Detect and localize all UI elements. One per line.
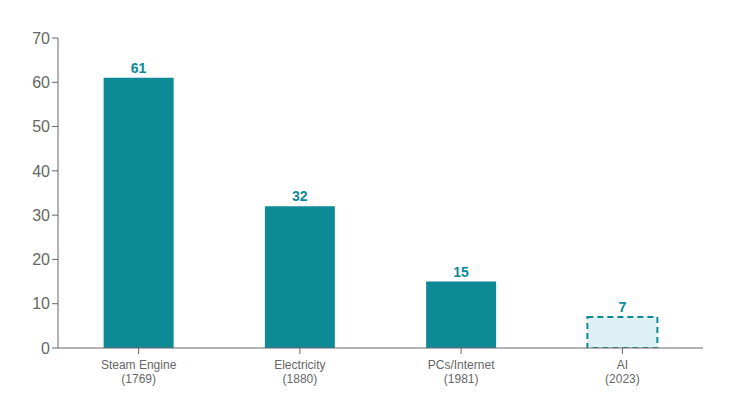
svg-text:Steam Engine(1769): Steam Engine(1769) bbox=[101, 358, 177, 386]
svg-text:7: 7 bbox=[618, 299, 626, 315]
svg-text:30: 30 bbox=[32, 207, 50, 224]
svg-text:Electricity(1880): Electricity(1880) bbox=[274, 358, 325, 386]
svg-text:0: 0 bbox=[41, 340, 50, 357]
svg-text:AI(2023): AI(2023) bbox=[605, 358, 640, 386]
svg-text:20: 20 bbox=[32, 251, 50, 268]
svg-text:10: 10 bbox=[32, 295, 50, 312]
svg-text:70: 70 bbox=[32, 30, 50, 47]
svg-text:15: 15 bbox=[453, 264, 469, 280]
svg-text:50: 50 bbox=[32, 118, 50, 135]
svg-text:32: 32 bbox=[292, 188, 308, 204]
svg-text:61: 61 bbox=[131, 60, 147, 76]
svg-text:40: 40 bbox=[32, 163, 50, 180]
svg-text:PCs/Internet(1981): PCs/Internet(1981) bbox=[428, 358, 495, 386]
svg-text:60: 60 bbox=[32, 74, 50, 91]
